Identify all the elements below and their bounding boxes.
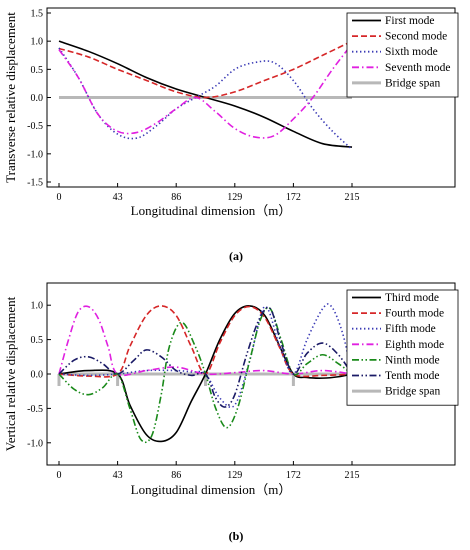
panel-caption: (b)	[229, 529, 244, 543]
legend-label: Tenth mode	[385, 370, 439, 382]
legend: First mode Second mode Sixth mode Seventh m…	[346, 12, 459, 98]
legend-label: Fourth mode	[385, 308, 444, 320]
x-tick-label: 43	[113, 470, 123, 481]
y-tick-label: 0.5	[31, 335, 44, 346]
x-tick-label: 215	[345, 192, 360, 203]
x-axis-label: Longitudinal dimension（m）	[131, 482, 292, 497]
series-line-tenth-mode	[58, 306, 353, 408]
x-tick-label: 43	[113, 192, 123, 203]
chart-b: 0 43 86 129 172 215 -1.0 -0.5 0.0 0.5 1.0 Longitudi…	[3, 282, 459, 543]
legend-label: Eighth mode	[385, 339, 444, 351]
x-tick-label: 86	[171, 192, 181, 203]
legend-label: Bridge span	[385, 386, 441, 398]
legend-label: First mode	[385, 15, 435, 27]
y-tick-label: -0.5	[27, 404, 43, 415]
series-line-sixth-mode	[58, 47, 353, 150]
y-tick-label: -1.5	[27, 178, 43, 189]
y-axis-label: Transverse relative displacement	[3, 12, 18, 183]
x-tick-label: 0	[57, 192, 62, 203]
x-tick-label: 215	[345, 470, 360, 481]
legend-label: Third mode	[385, 292, 439, 304]
x-tick-label: 0	[57, 470, 62, 481]
y-tick-label: -1.0	[27, 149, 43, 160]
y-tick-label: 1.5	[31, 9, 44, 20]
plot-area	[58, 40, 353, 150]
panel-caption: (a)	[229, 249, 243, 263]
x-tick-label: 129	[227, 192, 242, 203]
x-tick-label: 172	[286, 470, 301, 481]
series-line-eighth-mode	[58, 305, 353, 377]
series-line-seventh-mode	[58, 43, 353, 139]
y-tick-label: 0.5	[31, 65, 44, 76]
x-axis-label: Longitudinal dimension（m）	[131, 203, 292, 218]
x-tick-label: 129	[227, 470, 242, 481]
series-line-fourth-mode	[58, 305, 353, 378]
y-tick-label: 1.0	[31, 301, 44, 312]
chart-a: 0 43 86 129 172 215 -1.5 -1.0 -0.5 0.0 0.5 1.0 1.5 Lo…	[3, 7, 459, 263]
legend-label: Ninth mode	[385, 354, 440, 366]
legend-label: Fifth mode	[385, 323, 436, 335]
legend-box	[346, 289, 459, 406]
legend-label: Second mode	[385, 31, 447, 43]
legend-label: Seventh mode	[385, 62, 450, 74]
series-line-first-mode	[58, 40, 353, 148]
plot-area	[57, 303, 354, 444]
legend-label: Sixth mode	[385, 46, 438, 58]
series-line-third-mode	[58, 305, 353, 443]
series-line-second-mode	[58, 40, 353, 99]
series-line-fifth-mode	[58, 303, 353, 409]
x-tick-label: 172	[286, 192, 301, 203]
y-tick-label: -0.5	[27, 121, 43, 132]
x-tick-label: 86	[171, 470, 181, 481]
y-tick-label: -1.0	[27, 438, 43, 449]
y-axis-label: Vertical relative displacement	[3, 296, 18, 451]
y-tick-label: 1.0	[31, 37, 44, 48]
y-tick-label: 0.0	[31, 93, 44, 104]
y-tick-label: 0.0	[31, 370, 44, 381]
legend-label: Bridge span	[385, 77, 441, 89]
legend: Third mode Fourth mode Fifth mode Eighth mo…	[346, 289, 459, 406]
